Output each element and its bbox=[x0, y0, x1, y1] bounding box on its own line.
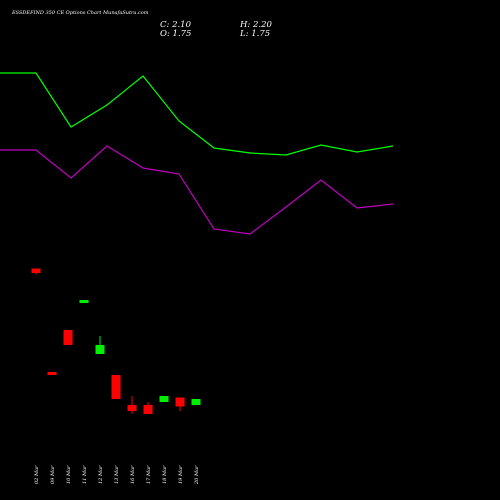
candle-body bbox=[127, 405, 137, 411]
indicator-line-1 bbox=[0, 72, 394, 156]
candle-body bbox=[47, 372, 57, 375]
low-readout: L: 1.75 bbox=[239, 29, 270, 39]
candle-body bbox=[191, 399, 201, 405]
open-readout: O: 1.75 bbox=[160, 29, 191, 39]
date-labels: 02 Mar 09 Mar 10 Mar 11 Mar 12 Mar 13 Mar 16 M… bbox=[34, 465, 200, 485]
candle-18-mar bbox=[159, 396, 169, 402]
candle-17-mar bbox=[143, 402, 153, 414]
close-readout: C: 2.10 bbox=[160, 20, 192, 30]
candle-body bbox=[159, 396, 169, 402]
candle-body bbox=[31, 268, 41, 273]
date-label: 10 Mar bbox=[66, 465, 72, 484]
candle-body bbox=[79, 300, 89, 303]
high-readout: H: 2.20 bbox=[239, 20, 272, 30]
candle-16-mar bbox=[127, 396, 137, 414]
candle-11-mar bbox=[79, 300, 89, 303]
candles bbox=[31, 268, 201, 414]
candle-10-mar bbox=[63, 330, 73, 345]
candle-19-mar bbox=[175, 397, 185, 411]
date-label: 02 Mar bbox=[34, 465, 40, 484]
indicator-lines bbox=[0, 72, 394, 235]
candle-body bbox=[143, 405, 153, 414]
candle-body bbox=[95, 345, 105, 354]
candle-body bbox=[111, 375, 121, 399]
candle-12-mar bbox=[95, 336, 105, 354]
date-label: 16 Mar bbox=[130, 465, 136, 484]
date-label: 19 Mar bbox=[178, 465, 184, 484]
indicator-line-2 bbox=[0, 145, 394, 235]
candle-body bbox=[63, 330, 73, 345]
chart-title: ESSDEFIND 350 CE Options Chart MunafaSut… bbox=[11, 10, 149, 16]
date-label: 20 Mar bbox=[194, 465, 200, 485]
candle-20-mar bbox=[191, 399, 201, 405]
date-label: 11 Mar bbox=[82, 465, 88, 484]
date-label: 09 Mar bbox=[50, 465, 56, 484]
date-label: 13 Mar bbox=[114, 465, 120, 484]
candle-body bbox=[175, 397, 185, 407]
candle-02-mar bbox=[31, 268, 41, 275]
date-label: 18 Mar bbox=[162, 465, 168, 484]
date-label: 12 Mar bbox=[98, 465, 104, 484]
candle-13-mar bbox=[111, 375, 121, 399]
candle-09-mar bbox=[47, 372, 57, 375]
date-label: 17 Mar bbox=[146, 465, 152, 484]
